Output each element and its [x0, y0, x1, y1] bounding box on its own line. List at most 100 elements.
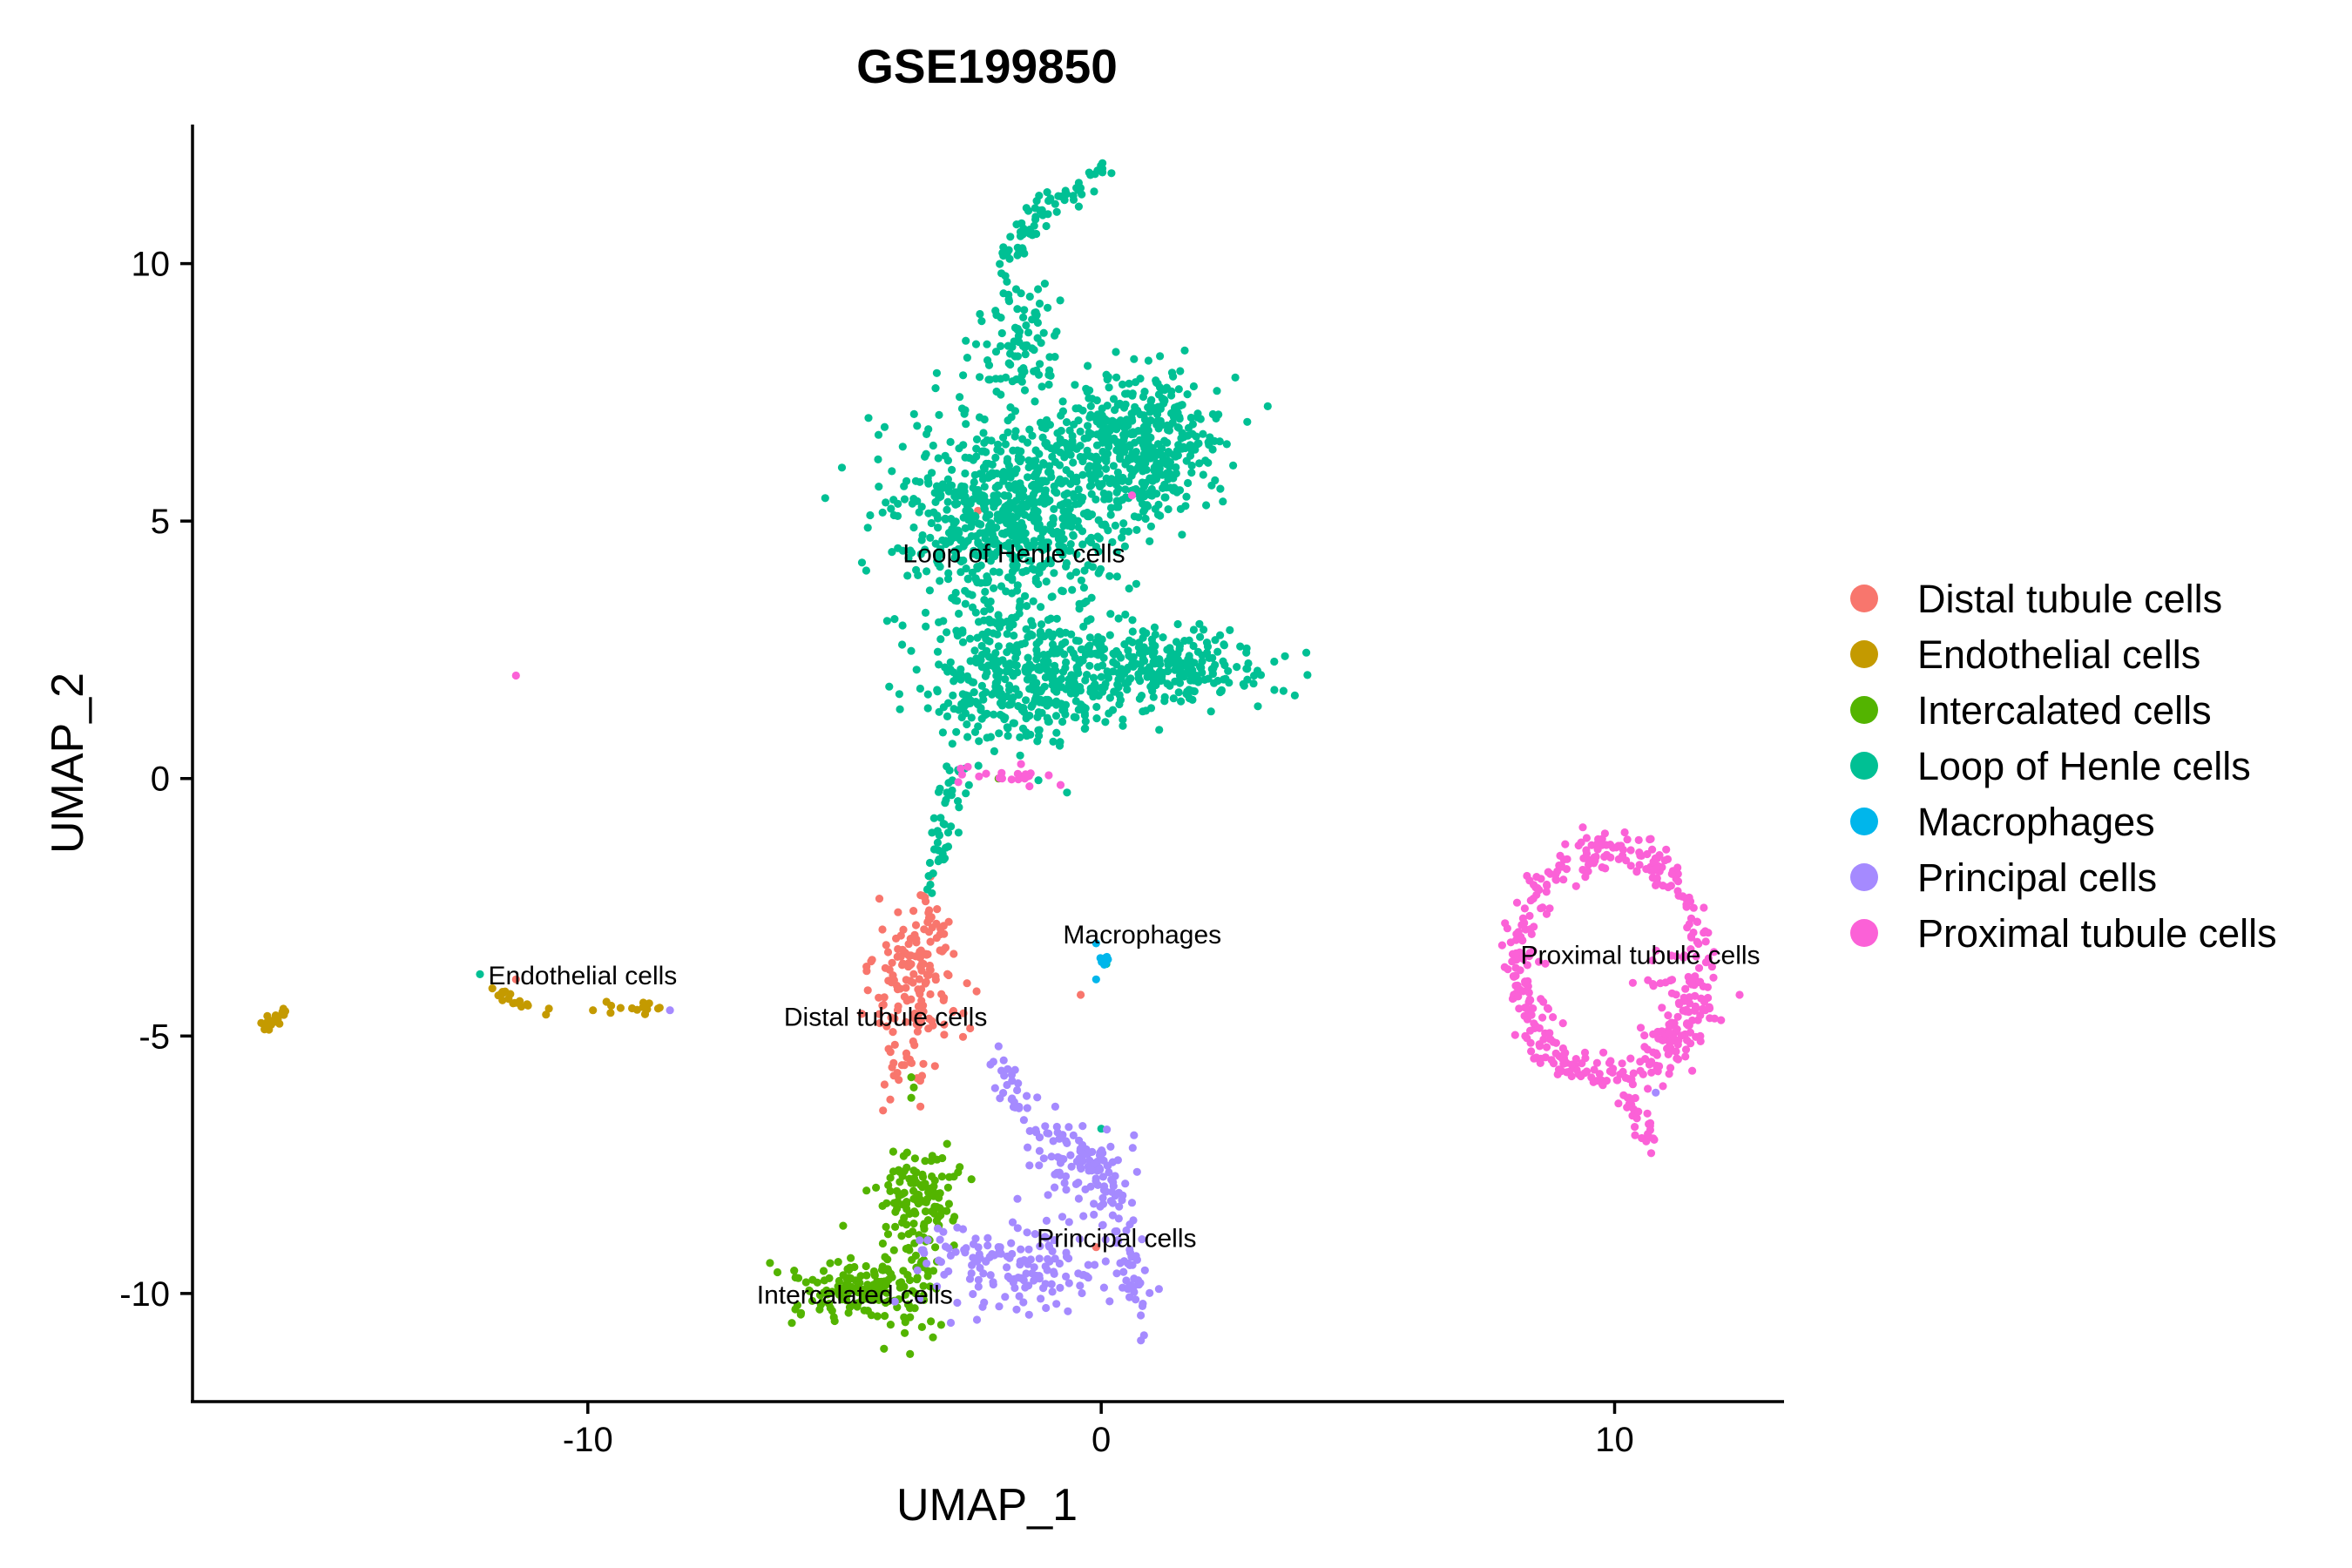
data-point: [1024, 206, 1033, 215]
data-point: [1079, 1150, 1088, 1159]
data-point: [883, 1255, 892, 1264]
data-point: [1092, 939, 1100, 948]
data-point: [1084, 1274, 1092, 1282]
data-point: [913, 497, 922, 505]
data-point: [1526, 996, 1535, 1004]
data-point: [1013, 305, 1022, 314]
data-point: [1019, 1298, 1028, 1307]
data-point: [1008, 567, 1017, 576]
data-point: [893, 1204, 902, 1213]
data-point: [907, 1058, 916, 1067]
data-point: [937, 1173, 946, 1181]
data-point: [921, 1179, 929, 1188]
data-point: [994, 673, 1003, 682]
data-point: [1104, 673, 1113, 682]
data-point: [1004, 1272, 1012, 1281]
data-point: [1085, 386, 1094, 395]
data-point: [1174, 688, 1183, 697]
data-point: [1001, 508, 1010, 517]
data-point: [1138, 1235, 1146, 1244]
data-point: [881, 963, 890, 972]
data-point: [909, 1037, 917, 1046]
data-point: [1658, 1004, 1666, 1012]
data-point: [1121, 389, 1130, 398]
data-point: [922, 1198, 930, 1206]
data-point: [1571, 1055, 1580, 1064]
data-point: [980, 483, 989, 491]
data-point: [935, 660, 943, 669]
data-point: [1632, 868, 1641, 876]
data-point: [1132, 525, 1141, 535]
data-point: [1050, 569, 1058, 578]
data-point: [1137, 692, 1146, 700]
data-point: [964, 781, 973, 789]
data-point: [1539, 997, 1548, 1006]
data-point: [1652, 1088, 1660, 1097]
data-point: [1120, 640, 1129, 649]
data-point: [1112, 572, 1121, 581]
data-point: [1193, 413, 1202, 422]
series-5: [666, 1006, 1660, 1345]
data-point: [1709, 973, 1718, 982]
data-point: [1130, 355, 1139, 363]
data-point: [1062, 1272, 1071, 1281]
data-point: [1112, 548, 1121, 557]
data-point: [1008, 551, 1017, 559]
y-axis-title: UMAP_2: [43, 672, 93, 854]
data-point: [1195, 619, 1204, 628]
data-point: [1090, 1159, 1098, 1168]
data-point: [1153, 510, 1163, 519]
y-tick-label: 10: [132, 246, 171, 284]
data-point: [932, 934, 941, 943]
data-point: [910, 1154, 919, 1163]
data-point: [1090, 1200, 1098, 1208]
data-point: [1118, 533, 1126, 542]
data-point: [1015, 1292, 1024, 1301]
data-point: [1064, 510, 1073, 519]
data-point: [893, 1197, 902, 1206]
data-point: [1084, 362, 1092, 370]
data-point: [902, 1198, 911, 1206]
data-point: [1052, 207, 1061, 216]
data-point: [1659, 1082, 1667, 1091]
data-point: [907, 1073, 916, 1082]
data-point: [1717, 1016, 1726, 1024]
data-point: [1014, 1079, 1023, 1088]
data-point: [1035, 1272, 1044, 1281]
data-point: [901, 1290, 909, 1299]
data-point: [1118, 380, 1127, 389]
data-point: [1022, 321, 1031, 330]
data-point: [1625, 1075, 1633, 1084]
data-point: [1290, 691, 1299, 700]
data-point: [997, 447, 1005, 456]
data-point: [1058, 407, 1067, 416]
legend-key: [1850, 640, 1878, 668]
data-point: [1015, 609, 1024, 618]
data-point: [960, 698, 969, 706]
data-point: [1186, 451, 1195, 460]
data-point: [1056, 475, 1064, 483]
data-point: [1092, 441, 1102, 449]
data-point: [1512, 898, 1522, 907]
data-point: [1173, 655, 1182, 664]
data-point: [997, 328, 1006, 338]
data-point: [1000, 1071, 1009, 1080]
data-point: [1030, 499, 1038, 508]
data-point: [970, 546, 978, 555]
data-point: [1110, 434, 1119, 443]
data-point: [956, 764, 965, 773]
data-point: [1116, 696, 1125, 705]
data-point: [1044, 616, 1052, 625]
data-point: [1632, 1114, 1641, 1123]
data-point: [1004, 246, 1013, 254]
data-point: [1190, 687, 1199, 696]
data-point: [1096, 1165, 1105, 1174]
data-point: [880, 1344, 889, 1353]
data-point: [966, 634, 975, 643]
data-point: [949, 691, 957, 700]
data-point: [925, 858, 935, 868]
data-point: [1686, 1028, 1695, 1037]
data-point: [961, 469, 970, 478]
data-point: [933, 1224, 943, 1233]
data-point: [924, 970, 933, 979]
